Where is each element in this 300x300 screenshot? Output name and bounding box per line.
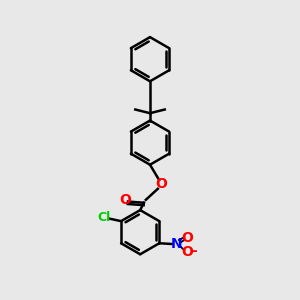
Text: N: N <box>171 238 183 251</box>
Text: O: O <box>155 177 167 191</box>
Text: O: O <box>181 231 193 245</box>
Text: -: - <box>191 244 197 258</box>
Text: Cl: Cl <box>98 211 111 224</box>
Text: O: O <box>181 245 193 259</box>
Text: O: O <box>119 193 131 207</box>
